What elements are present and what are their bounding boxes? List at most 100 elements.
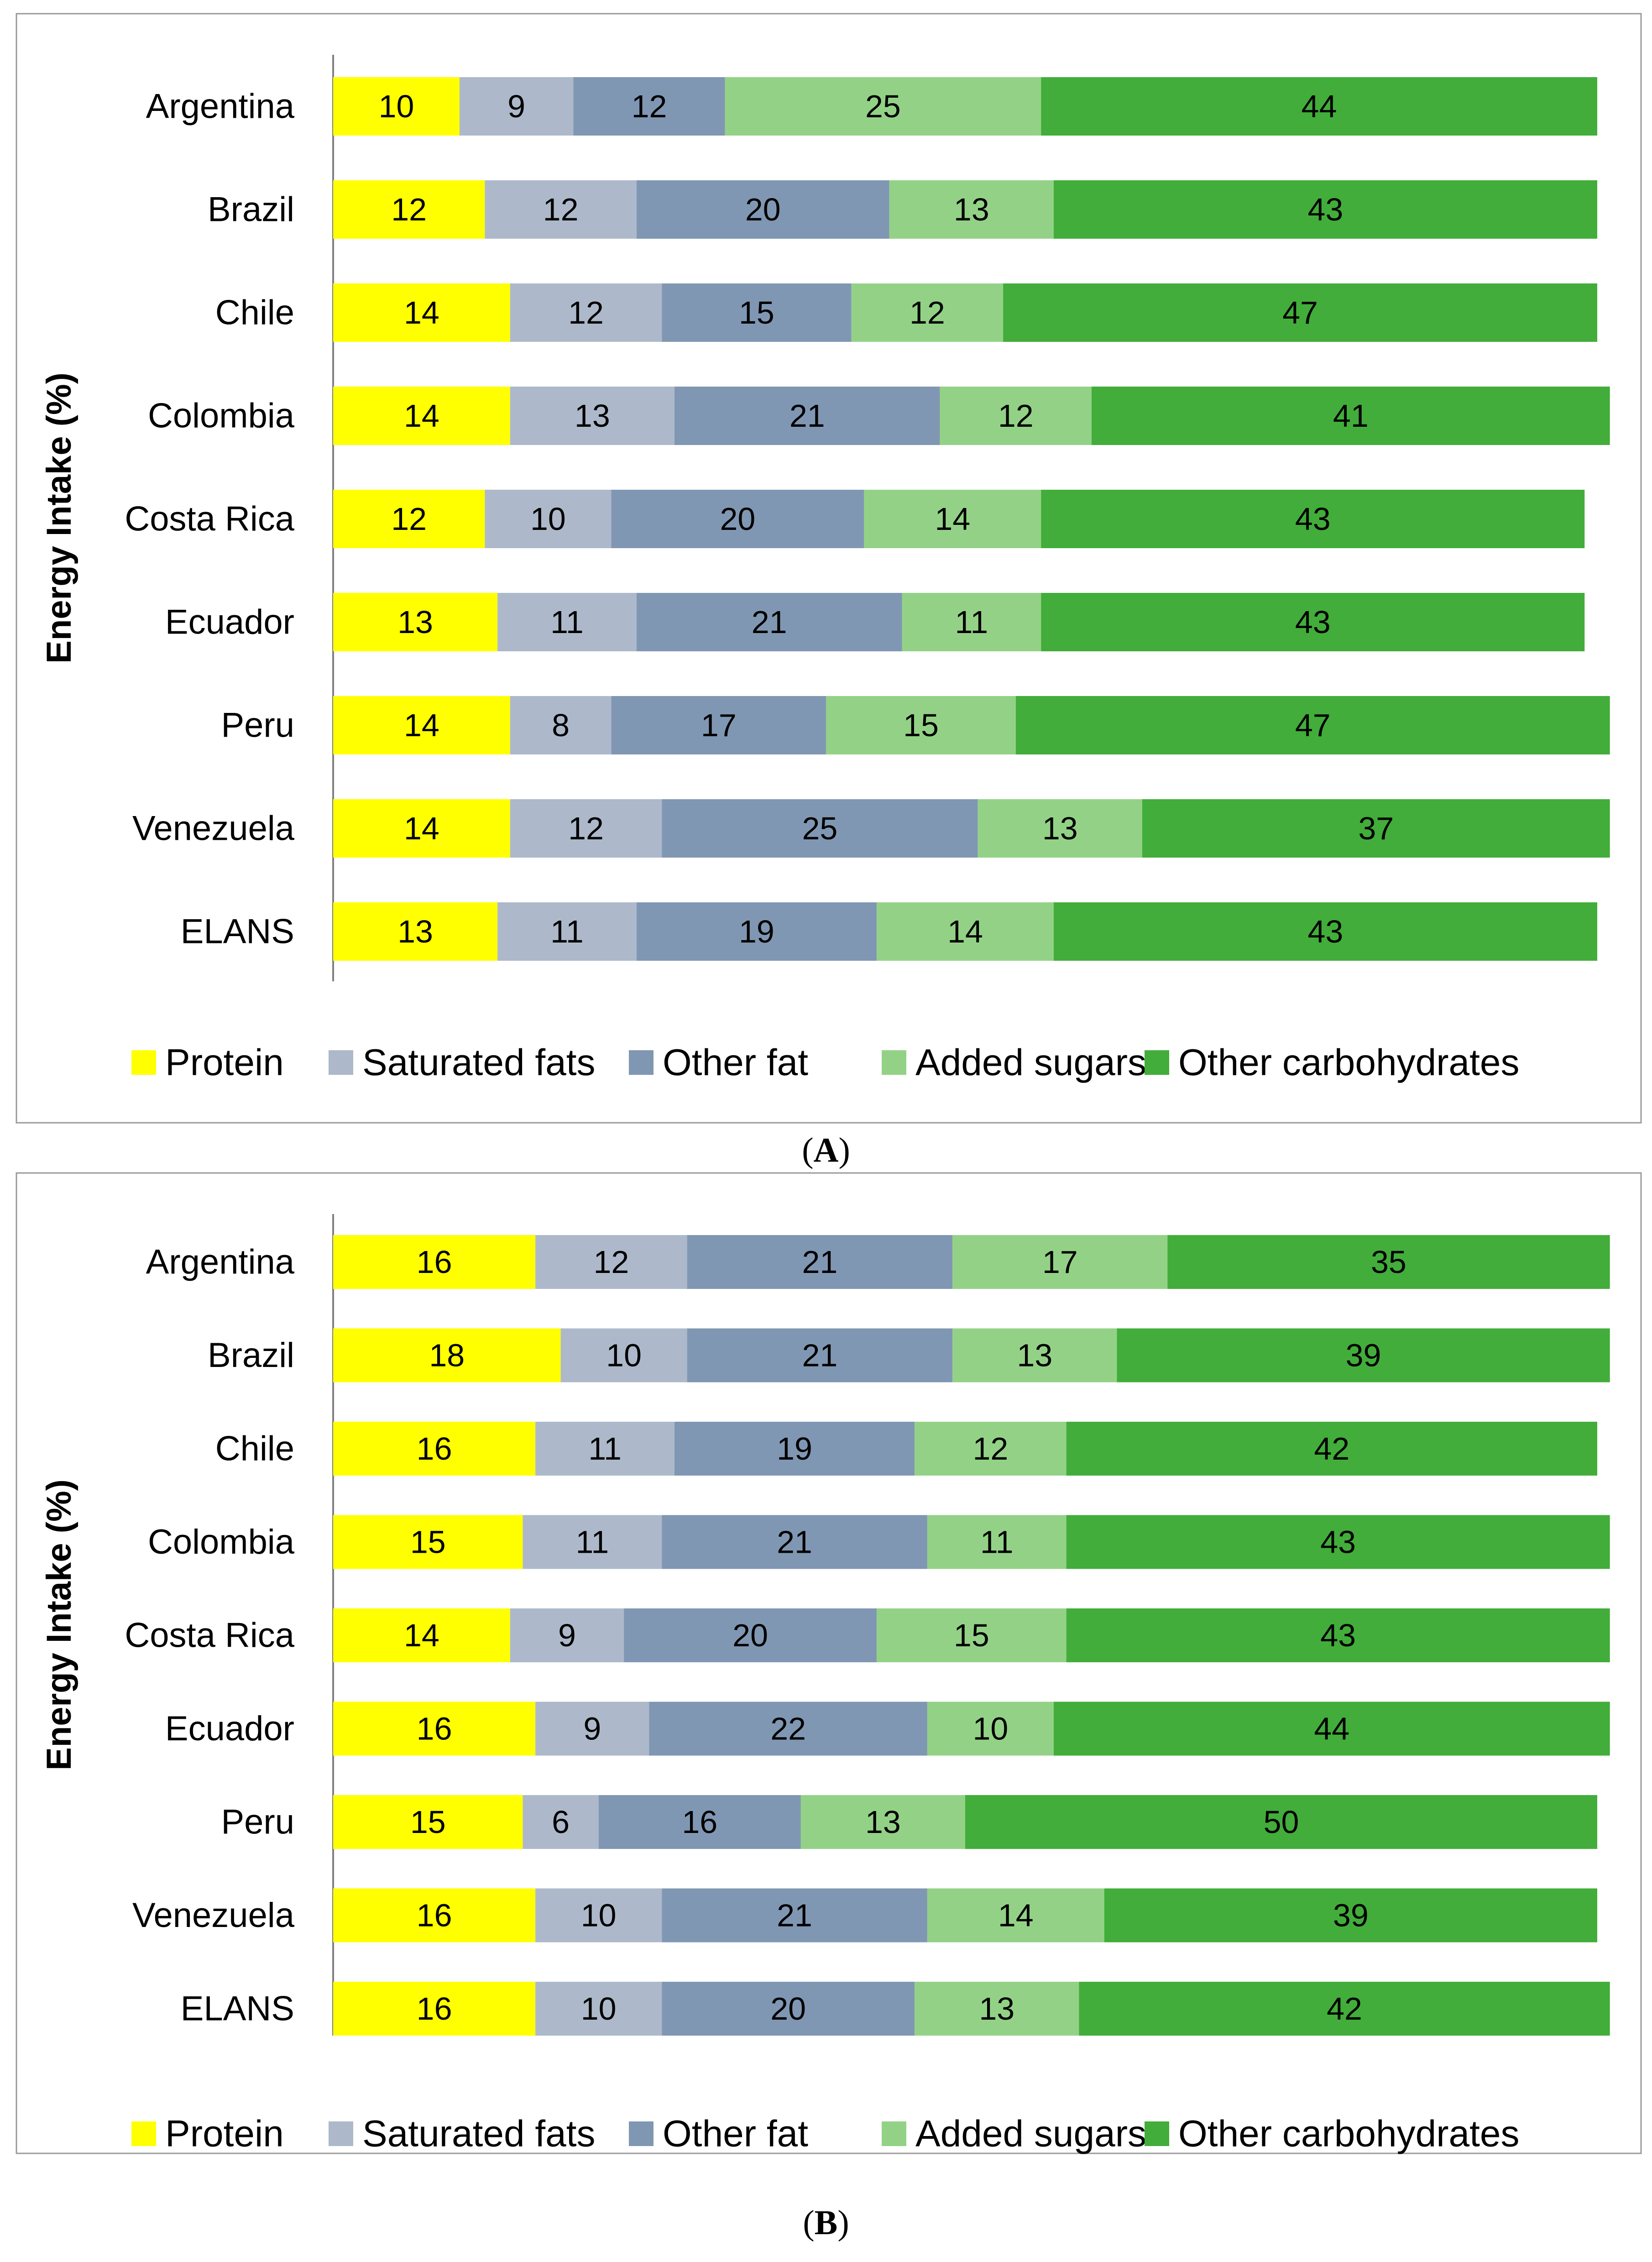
data-label: 20 (732, 1618, 768, 1653)
bar-segment-protein (333, 387, 510, 445)
bar-segment-other-carbohydrates (1015, 696, 1610, 754)
data-label: 16 (417, 1431, 452, 1466)
bar-segment-added-sugars (877, 1608, 1066, 1662)
data-label: 10 (972, 1711, 1008, 1747)
bar-segment-other-carbohydrates (1053, 180, 1597, 239)
panel-caption: (B) (803, 2204, 849, 2242)
category-label: Brazil (208, 1336, 294, 1375)
bar-row-argentina: Argentina 16 12 21 17 35 (146, 1235, 1610, 1289)
bar-row-peru: Peru 15 6 16 13 50 (221, 1795, 1597, 1849)
bar-segment-other-fat (573, 77, 725, 136)
chart-panel-b: Energy Intake (%) Argentina 16 12 21 17 35 Braz… (16, 1172, 1642, 2155)
legend-swatch (629, 1050, 653, 1075)
bar-segment-saturated-fats (497, 902, 637, 961)
bar-segment-other-carbohydrates (1041, 593, 1585, 651)
bar-segment-other-fat (636, 902, 877, 961)
category-label: Chile (215, 1429, 294, 1468)
bar-segment-other-fat (662, 1515, 927, 1569)
data-label: 12 (593, 1244, 629, 1280)
bar-segment-other-carbohydrates (1092, 387, 1610, 445)
bar-segment-other-carbohydrates (1079, 1982, 1610, 2036)
bar-segment-other-carbohydrates (1053, 902, 1597, 961)
bar-segment-protein (333, 1235, 536, 1289)
bar-segment-added-sugars (851, 283, 1004, 342)
bar-segment-other-fat (687, 1235, 953, 1289)
bar-row-colombia: Colombia 14 13 21 12 41 (148, 387, 1610, 445)
data-label: 21 (752, 604, 787, 640)
bar-segment-other-fat (687, 1328, 953, 1382)
data-label: 13 (954, 192, 989, 227)
bar-segment-other-fat (611, 490, 864, 548)
data-label: 25 (865, 89, 901, 124)
legend-swatch (131, 1050, 156, 1075)
data-label: 11 (576, 1524, 609, 1560)
data-label: 43 (1320, 1524, 1356, 1560)
y-axis-title: Energy Intake (%) (40, 372, 78, 664)
bar-segment-other-carbohydrates (1053, 1702, 1610, 1756)
bar-segment-protein (333, 593, 498, 651)
bar-segment-saturated-fats (485, 490, 612, 548)
data-label: 50 (1264, 1804, 1299, 1840)
data-label: 21 (777, 1524, 812, 1560)
bar-segment-other-carbohydrates (1041, 490, 1585, 548)
data-label: 15 (410, 1804, 446, 1840)
category-label: Colombia (148, 1523, 295, 1561)
bar-segment-protein (333, 902, 498, 961)
data-label: 43 (1295, 501, 1331, 537)
bar-segment-added-sugars (826, 696, 1016, 754)
bar-segment-saturated-fats (523, 1515, 662, 1569)
data-label: 12 (568, 811, 604, 846)
data-label: 10 (606, 1338, 642, 1373)
data-label: 11 (955, 604, 988, 640)
bar-segment-other-fat (611, 696, 826, 754)
data-label: 13 (575, 398, 610, 434)
data-label: 21 (802, 1244, 838, 1280)
chart-panel-a: Energy Intake (%) Argentina 10 9 12 25 44 Brazi… (16, 13, 1642, 1124)
data-label: 14 (404, 398, 439, 434)
data-label: 47 (1295, 707, 1331, 743)
category-label: Venezuela (132, 809, 295, 848)
legend-label: Other carbohydrates (1178, 2113, 1520, 2155)
legend-swatch (1145, 1050, 1169, 1075)
bar-segment-saturated-fats (523, 1795, 599, 1849)
bar-segment-saturated-fats (535, 1888, 662, 1943)
panel-letter: A (814, 1131, 839, 1169)
bar-segment-protein (333, 1422, 536, 1476)
data-label: 13 (397, 604, 433, 640)
data-label: 10 (379, 89, 414, 124)
legend-swatch (882, 2121, 906, 2146)
legend-swatch (629, 2121, 653, 2146)
data-label: 20 (770, 1991, 806, 2026)
bar-segment-protein (333, 283, 510, 342)
data-label: 12 (391, 501, 427, 537)
bar-segment-protein (333, 490, 485, 548)
bar-segment-other-fat (662, 799, 978, 858)
bar-segment-other-carbohydrates (1167, 1235, 1610, 1289)
bar-segment-added-sugars (927, 1702, 1054, 1756)
bar-row-costa-rica: Costa Rica 12 10 20 14 43 (125, 490, 1585, 548)
panel-letter: B (815, 2204, 838, 2242)
data-label: 6 (552, 1804, 570, 1840)
data-label: 12 (632, 89, 667, 124)
bar-row-venezuela: Venezuela 16 10 21 14 39 (132, 1888, 1597, 1943)
bar-row-brazil: Brazil 12 12 20 13 43 (208, 180, 1597, 239)
bar-segment-protein (333, 1982, 536, 2036)
legend-swatch (882, 1050, 906, 1075)
bar-row-elans: ELANS 16 10 20 13 42 (181, 1982, 1610, 2036)
data-label: 14 (404, 295, 439, 330)
data-label: 43 (1308, 914, 1344, 949)
data-label: 13 (865, 1804, 901, 1840)
bar-segment-added-sugars (978, 799, 1142, 858)
data-label: 11 (550, 604, 584, 640)
data-label: 43 (1308, 192, 1344, 227)
category-label: Brazil (208, 190, 294, 229)
bar-segment-protein (333, 1328, 561, 1382)
category-label: ELANS (181, 1990, 294, 2028)
data-label: 43 (1320, 1618, 1356, 1653)
data-label: 13 (397, 914, 433, 949)
bar-segment-saturated-fats (485, 180, 637, 239)
data-label: 9 (583, 1711, 601, 1747)
category-label: Peru (221, 706, 294, 745)
bar-segment-added-sugars (952, 1328, 1117, 1382)
data-label: 41 (1333, 398, 1369, 434)
